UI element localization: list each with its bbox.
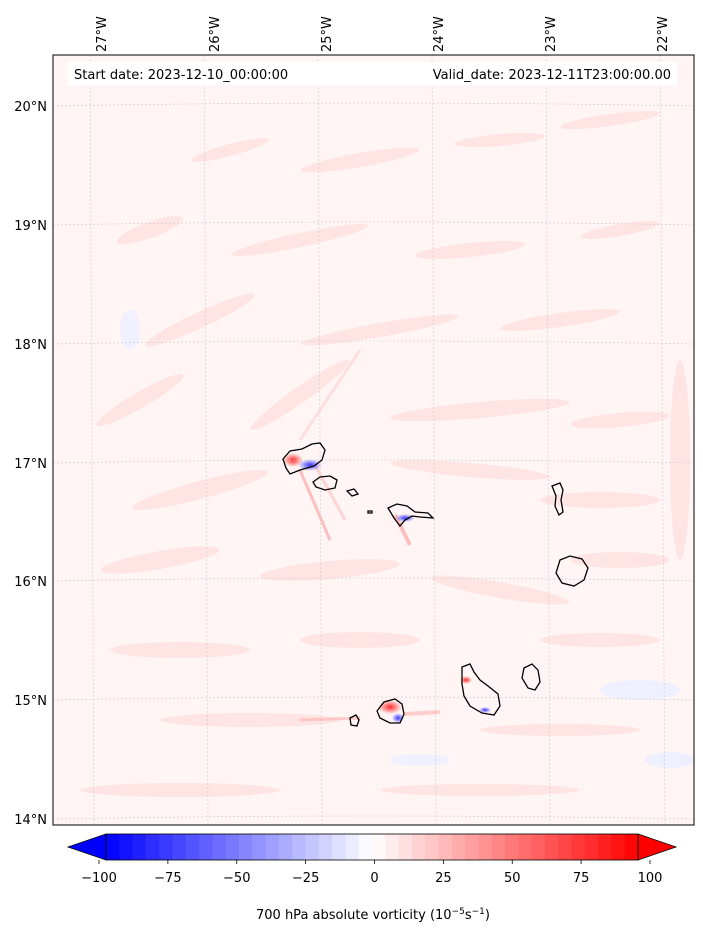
colorbar-cell (172, 834, 187, 860)
colorbar-cell (438, 834, 453, 860)
lat-label: 14°N (14, 813, 47, 828)
valid-date: Valid_date: 2023-12-11T23:00:00.00 (433, 68, 671, 83)
lon-label: 24°W (432, 16, 447, 52)
lat-label: 16°N (14, 575, 47, 590)
colorbar-cell (145, 834, 160, 860)
island-maio (521, 663, 541, 691)
colorbar-cell (252, 834, 266, 860)
island-sao-vicente (312, 475, 338, 491)
colorbar-cell (292, 834, 306, 860)
colorbar-tick-label: −50 (223, 871, 250, 886)
colorbar-cell (305, 834, 320, 860)
colorbar-cell (318, 834, 333, 860)
colorbar-cell (385, 834, 399, 860)
colorbar-cell (425, 834, 439, 860)
colorbar-cell (345, 834, 360, 860)
colorbar-tick-label: −75 (154, 871, 181, 886)
island-brava (349, 714, 360, 727)
colorbar-cell (212, 834, 227, 860)
island-branco-raso (367, 510, 373, 514)
colorbar-label: 700 hPa absolute vorticity (10−5s−1) (256, 907, 490, 923)
island-fogo (376, 698, 405, 724)
map-panel: Start date: 2023-12-10_00:00:00 Valid_da… (53, 55, 694, 825)
colorbar-cell (611, 834, 626, 860)
colorbar-max-extend (637, 833, 678, 861)
colorbar-tick-label: 50 (504, 871, 521, 886)
start-date: Start date: 2023-12-10_00:00:00 (74, 68, 288, 83)
colorbar-min-extend (66, 833, 107, 861)
island-boa-vista (555, 555, 589, 587)
colorbar-cell (239, 834, 253, 860)
colorbar-cells (106, 834, 639, 860)
lon-label: 25°W (320, 16, 335, 52)
colorbar-tick-label: 100 (638, 871, 663, 886)
colorbar-tick-label: −25 (292, 871, 319, 886)
lat-label: 17°N (14, 457, 47, 472)
colorbar-tick-label: −100 (81, 871, 117, 886)
colorbar-cell (358, 834, 373, 860)
colorbar-cell (278, 834, 293, 860)
colorbar-cell (518, 834, 532, 860)
colorbar-cell (465, 834, 479, 860)
colorbar-cell (584, 834, 599, 860)
island-santo-antao (282, 442, 326, 475)
island-santa-luzia (345, 488, 360, 497)
colorbar-cell (505, 834, 519, 860)
colorbar-cell (531, 834, 546, 860)
colorbar-cell (558, 834, 572, 860)
map-frame (52, 54, 695, 826)
colorbar-cell (199, 834, 213, 860)
colorbar-outline (105, 833, 639, 861)
lat-label: 19°N (14, 219, 47, 234)
colorbar-cell (491, 834, 506, 860)
colorbar-ticks: −100 −75 −50 −25 0 25 50 75 100 (81, 860, 662, 886)
island-sal (551, 482, 564, 517)
vorticity-field (80, 110, 690, 797)
island-santiago (461, 663, 501, 716)
colorbar-cell (544, 834, 559, 860)
map-background (53, 55, 694, 825)
lon-label: 23°W (544, 16, 559, 52)
lon-label: 26°W (208, 16, 223, 52)
colorbar-cell (411, 834, 426, 860)
lat-label: 18°N (14, 338, 47, 353)
colorbar: −100 −75 −50 −25 0 25 50 75 100 700 hPa absolute… (66, 833, 678, 923)
colorbar-cell (478, 834, 493, 860)
lon-label: 27°W (95, 16, 110, 52)
colorbar-cell (398, 834, 413, 860)
colorbar-tick-label: 0 (370, 871, 378, 886)
gridlines (53, 55, 694, 825)
colorbar-tick-label: 75 (573, 871, 590, 886)
colorbar-cell (119, 834, 133, 860)
island-sao-nicolau (387, 503, 435, 528)
longitude-labels: 27°W 26°W 25°W 24°W 23°W 22°W (95, 16, 671, 52)
wake-streaks (298, 349, 441, 722)
colorbar-cell (225, 834, 240, 860)
lat-label: 20°N (14, 100, 47, 115)
colorbar-cell (372, 834, 386, 860)
colorbar-cell (332, 834, 346, 860)
vorticity-field-negative (120, 310, 694, 768)
colorbar-tick-label: 25 (435, 871, 452, 886)
colorbar-cell (159, 834, 173, 860)
lon-label: 22°W (656, 16, 671, 52)
colorbar-cell (265, 834, 280, 860)
coastlines (282, 442, 589, 727)
header-box (68, 62, 677, 85)
lat-label: 15°N (14, 694, 47, 709)
colorbar-cell (624, 834, 639, 860)
colorbar-cell (571, 834, 586, 860)
colorbar-cell (598, 834, 612, 860)
colorbar-cell (185, 834, 200, 860)
colorbar-cell (451, 834, 466, 860)
latitude-labels: 20°N 19°N 18°N 17°N 16°N 15°N 14°N (14, 100, 47, 828)
colorbar-cell (106, 834, 120, 860)
colorbar-cell (132, 834, 147, 860)
